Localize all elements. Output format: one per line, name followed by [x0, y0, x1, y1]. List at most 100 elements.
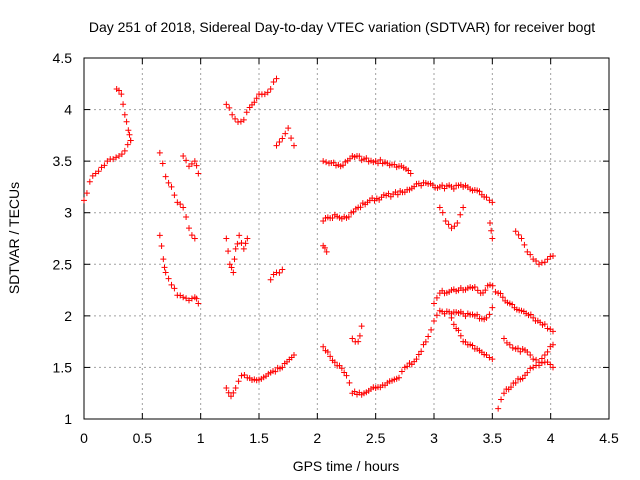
data-point-arc-b3: [158, 242, 165, 249]
data-point-arc-d7: [527, 311, 534, 318]
data-point-arc-d5: [415, 351, 422, 358]
data-point-arc-b1: [159, 160, 166, 167]
data-point-arc-b2: [191, 158, 198, 165]
data-point-arc-e2: [519, 375, 526, 382]
data-point-arc-e2: [495, 405, 502, 412]
data-point-arc-e3: [524, 348, 531, 355]
data-point-arc-d5: [331, 359, 338, 366]
data-point-arc-d1: [340, 162, 346, 169]
data-point-arc-d3: [454, 220, 461, 227]
x-tick-label: 4: [547, 430, 555, 446]
data-point-arc-e3: [544, 348, 551, 355]
data-point-arc-a1: [86, 178, 93, 185]
data-point-arc-d5: [320, 343, 327, 350]
data-point-arc-d5: [489, 304, 496, 311]
data-point-arc-b3: [168, 281, 175, 288]
data-point-arc-d5: [483, 314, 490, 321]
data-point-arc-d4: [323, 248, 330, 255]
data-point-arc-d8: [455, 327, 462, 334]
data-point-arc-c1: [270, 78, 277, 85]
data-point-arc-d7: [499, 294, 506, 301]
data-point-arc-a2: [118, 91, 125, 98]
data-point-arc-a2: [120, 101, 127, 108]
data-point-arc-a1: [81, 197, 87, 204]
data-point-arc-c5: [279, 364, 286, 371]
data-point-arc-e3: [550, 341, 556, 348]
y-tick-label: 2.5: [53, 256, 73, 272]
data-point-arc-e3: [506, 341, 513, 348]
data-point-arc-e2: [547, 361, 554, 368]
x-tick-label: 3.5: [483, 430, 503, 446]
data-point-arc-b1: [171, 192, 178, 199]
data-point-arc-b1: [186, 225, 192, 232]
data-point-arc-d1: [356, 153, 363, 160]
data-point-arc-b3: [161, 264, 168, 271]
data-point-arc-e2: [527, 365, 534, 372]
data-point-arc-e1: [524, 248, 531, 255]
data-point-arc-d1: [377, 156, 384, 163]
y-tick-label: 3.5: [53, 153, 73, 169]
data-point-arc-d8: [469, 342, 476, 349]
data-point-arc-b1: [183, 214, 190, 221]
data-point-arc-d2: [476, 188, 483, 195]
data-point-arc-c2: [225, 248, 232, 255]
data-point-arc-d8: [448, 314, 455, 321]
data-point-arc-d8: [450, 321, 457, 328]
data-point-arc-d3: [436, 204, 443, 211]
data-point-arc-b1: [177, 201, 184, 208]
data-point-arc-d7: [509, 301, 516, 308]
data-point-arc-c5: [291, 352, 297, 359]
data-point-arc-c2: [226, 261, 233, 268]
data-point-arc-d7: [431, 300, 437, 307]
data-point-arc-c1: [264, 89, 271, 96]
data-point-arc-b1: [168, 183, 175, 190]
data-point-arc-c2: [234, 240, 241, 247]
data-point-arc-c2: [242, 240, 249, 247]
data-point-arc-c1: [267, 85, 274, 92]
data-point-arc-c4: [279, 266, 286, 273]
data-point-arc-b3: [165, 275, 172, 282]
y-tick-label: 4.5: [53, 50, 73, 66]
data-point-arc-d2: [450, 185, 457, 192]
data-point-arc-e3: [515, 345, 521, 352]
data-point-arc-e1: [536, 261, 542, 268]
data-point-arc-d5: [327, 353, 334, 360]
data-point-arc-d5: [428, 326, 435, 333]
data-point-arc-e3: [530, 356, 537, 363]
data-point-arc-d6: [349, 335, 356, 342]
x-axis-label: GPS time / hours: [293, 458, 400, 474]
data-point-arc-d6: [356, 332, 363, 339]
data-point-arc-c5: [230, 389, 237, 396]
plot-frame: [83, 57, 610, 420]
data-point-arc-d6: [358, 323, 365, 330]
data-point-arc-c1: [251, 99, 258, 106]
data-point-arc-c5: [232, 385, 239, 392]
data-point-arc-d5: [398, 368, 405, 375]
x-tick-label: 1.5: [249, 430, 269, 446]
data-point-arc-a2: [127, 137, 134, 144]
data-point-arc-b1: [180, 204, 187, 211]
data-point-arc-a1: [95, 168, 102, 175]
y-tick-label: 1.5: [53, 359, 73, 375]
data-point-arc-d5: [338, 365, 345, 372]
data-point-arc-d4: [321, 244, 328, 251]
x-tick-label: 0: [80, 430, 88, 446]
data-point-arc-c3: [276, 139, 283, 146]
data-point-arc-d7: [482, 287, 489, 294]
data-point-arc-d5: [396, 374, 402, 381]
data-point-arc-d2: [385, 190, 392, 197]
data-point-arc-c1: [273, 75, 280, 82]
data-point-arc-e3: [501, 335, 507, 342]
data-point-arc-a1: [83, 190, 90, 197]
data-point-arc-d5: [404, 363, 411, 370]
data-point-arc-c1: [223, 101, 230, 108]
data-point-arc-c3: [291, 142, 297, 149]
data-point-arc-c3: [285, 125, 292, 132]
data-point-arc-c5: [238, 372, 245, 379]
data-point-arc-c2: [236, 232, 243, 239]
data-point-arc-d3: [457, 211, 464, 218]
data-point-arc-e2: [501, 390, 507, 397]
data-point-arc-d8: [489, 356, 496, 363]
y-axis-label: SDTVAR / TECUs: [6, 182, 22, 294]
